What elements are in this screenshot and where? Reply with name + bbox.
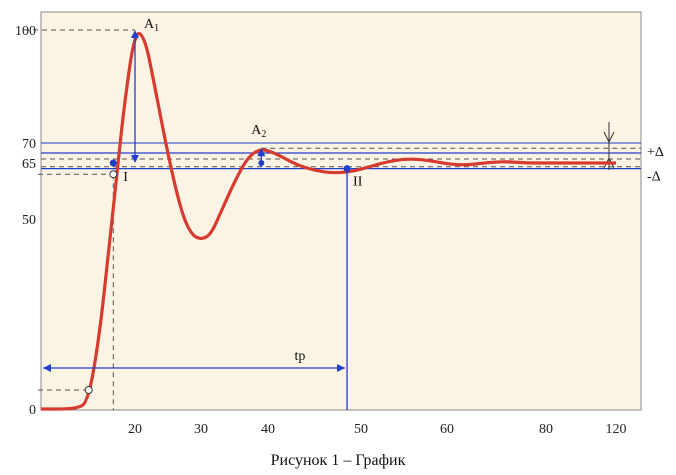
band-plus-label: +Δ [647,145,664,160]
A1-arrowhead-down [131,155,139,163]
response-curve [41,31,616,411]
x-tick-label-120: 120 [606,422,627,437]
A2-subscript: 2 [261,129,266,140]
y-tick-label-50: 50 [22,213,36,228]
y-tick-label-65: 65 [22,157,36,172]
x-tick-label-20: 20 [128,422,142,437]
tolerance-arrow-up [603,156,615,169]
x-tick-label-30: 30 [194,422,208,437]
figure-caption: Рисунок 1 – График [270,452,406,469]
plot-background [40,11,642,411]
band-minus-label: -Δ [647,170,661,185]
tolerance-arrow-down [603,131,615,144]
point-low-hollow [84,386,93,394]
point-I-label: I [123,170,128,185]
y-tick-label-0: 0 [29,403,36,418]
A1-subscript: 1 [154,23,159,34]
point-I-dot [109,159,117,167]
x-tick-label-80: 80 [539,422,553,437]
tp-label: tр [295,349,306,364]
x-tick-label-40: 40 [261,422,275,437]
A2-base-dot [258,160,265,166]
y-tick-label-100: 100 [15,24,36,39]
y-tick-label-70: 70 [22,137,36,152]
A1-arrowhead-up [131,30,139,38]
tp-arrowhead-left [43,364,51,372]
x-tick-label-50: 50 [354,422,368,437]
tp-arrowhead-right [337,364,346,372]
x-tick-label-60: 60 [440,422,454,437]
point-II-label: II [353,175,363,190]
A2-arrowhead-up [257,148,266,157]
point-I-hollow [109,170,118,179]
